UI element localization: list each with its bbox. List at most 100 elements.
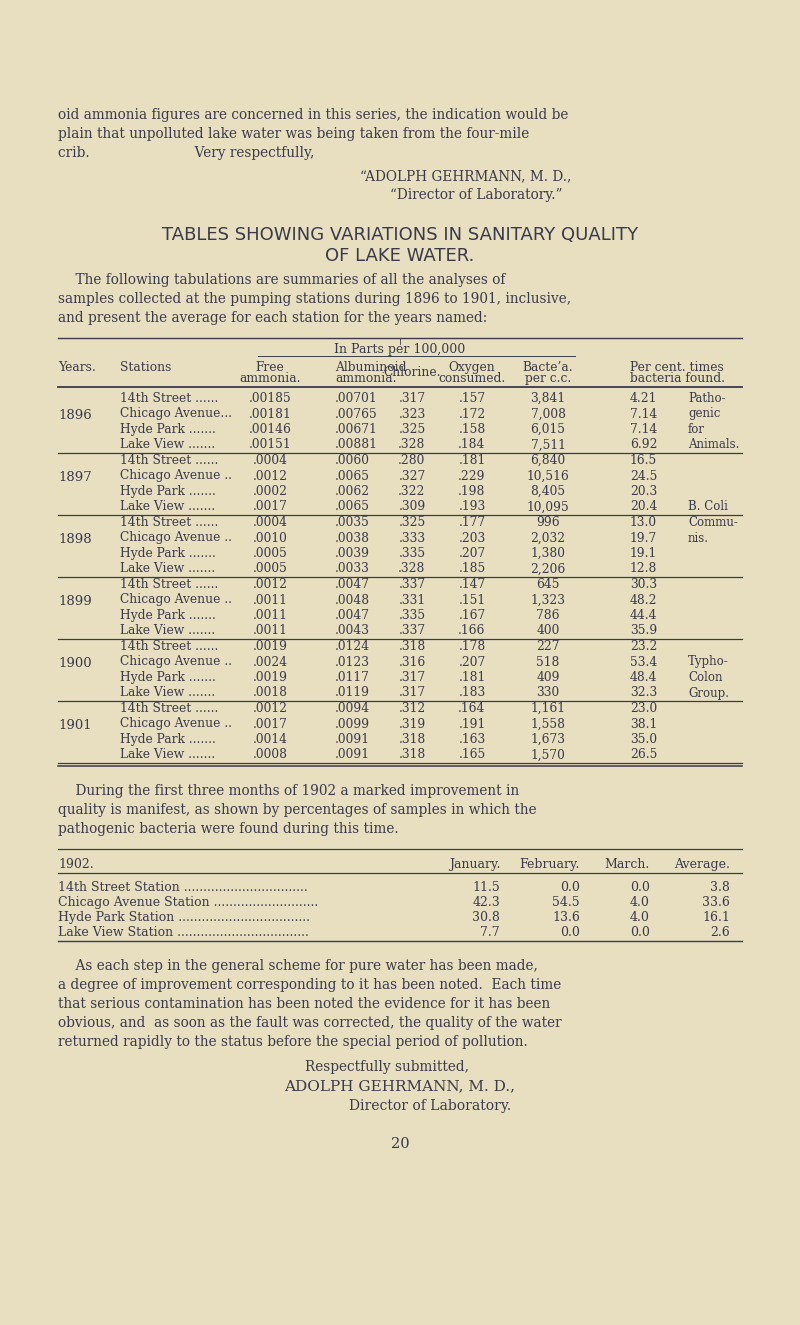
Text: 1,323: 1,323 bbox=[530, 594, 566, 607]
Text: 7,511: 7,511 bbox=[530, 439, 566, 452]
Text: .0008: .0008 bbox=[253, 749, 287, 762]
Text: 20.3: 20.3 bbox=[630, 485, 658, 498]
Text: .317: .317 bbox=[398, 392, 426, 405]
Text: 10,095: 10,095 bbox=[526, 501, 570, 514]
Text: .0002: .0002 bbox=[253, 485, 287, 498]
Text: .318: .318 bbox=[398, 733, 426, 746]
Text: 996: 996 bbox=[536, 515, 560, 529]
Text: Chicago Avenue ..: Chicago Avenue .. bbox=[120, 531, 232, 545]
Text: 6,840: 6,840 bbox=[530, 454, 566, 466]
Text: that serious contamination has been noted the evidence for it has been: that serious contamination has been note… bbox=[58, 996, 550, 1011]
Text: .328: .328 bbox=[398, 439, 426, 452]
Text: 14th Street ......: 14th Street ...... bbox=[120, 640, 218, 653]
Text: Albuminoid: Albuminoid bbox=[335, 360, 406, 374]
Text: .0011: .0011 bbox=[253, 624, 287, 637]
Text: .0035: .0035 bbox=[335, 515, 370, 529]
Text: Hyde Park .......: Hyde Park ....... bbox=[120, 485, 216, 498]
Text: 1,673: 1,673 bbox=[530, 733, 566, 746]
Text: Typho-: Typho- bbox=[688, 656, 729, 669]
Text: .0043: .0043 bbox=[335, 624, 370, 637]
Text: Colon: Colon bbox=[688, 670, 722, 684]
Text: .178: .178 bbox=[458, 640, 486, 653]
Text: 6,015: 6,015 bbox=[530, 423, 566, 436]
Text: OF LAKE WATER.: OF LAKE WATER. bbox=[326, 246, 474, 265]
Text: 330: 330 bbox=[536, 686, 560, 700]
Text: and present the average for each station for the years named:: and present the average for each station… bbox=[58, 311, 487, 325]
Text: .0048: .0048 bbox=[335, 594, 370, 607]
Text: 23.2: 23.2 bbox=[630, 640, 658, 653]
Text: .0047: .0047 bbox=[335, 578, 370, 591]
Text: 12.8: 12.8 bbox=[630, 563, 658, 575]
Text: consumed.: consumed. bbox=[438, 372, 506, 386]
Text: .327: .327 bbox=[398, 469, 426, 482]
Text: 7.14: 7.14 bbox=[630, 423, 658, 436]
Text: .0091: .0091 bbox=[335, 733, 370, 746]
Text: 14th Street ......: 14th Street ...... bbox=[120, 702, 218, 716]
Text: .0024: .0024 bbox=[253, 656, 287, 669]
Text: .0019: .0019 bbox=[253, 640, 287, 653]
Text: Respectfully submitted,: Respectfully submitted, bbox=[305, 1060, 469, 1075]
Text: Hyde Park .......: Hyde Park ....... bbox=[120, 423, 216, 436]
Text: .0014: .0014 bbox=[253, 733, 287, 746]
Text: 14th Street ......: 14th Street ...... bbox=[120, 454, 218, 466]
Text: 1900: 1900 bbox=[58, 657, 92, 669]
Text: 14th Street ......: 14th Street ...... bbox=[120, 578, 218, 591]
Text: “ADOLPH GEHRMANN, M. D.,: “ADOLPH GEHRMANN, M. D., bbox=[360, 170, 571, 183]
Text: 1,380: 1,380 bbox=[530, 547, 566, 560]
Text: .00185: .00185 bbox=[249, 392, 291, 405]
Text: .00151: .00151 bbox=[249, 439, 291, 452]
Text: .0017: .0017 bbox=[253, 718, 287, 730]
Text: .0039: .0039 bbox=[335, 547, 370, 560]
Text: 1902.: 1902. bbox=[58, 859, 94, 871]
Text: .165: .165 bbox=[458, 749, 486, 762]
Text: .166: .166 bbox=[458, 624, 486, 637]
Text: .0012: .0012 bbox=[253, 469, 287, 482]
Text: 8,405: 8,405 bbox=[530, 485, 566, 498]
Text: 1896: 1896 bbox=[58, 408, 92, 421]
Text: TABLES SHOWING VARIATIONS IN SANITARY QUALITY: TABLES SHOWING VARIATIONS IN SANITARY QU… bbox=[162, 227, 638, 244]
Text: 1,161: 1,161 bbox=[530, 702, 566, 716]
Text: 1,558: 1,558 bbox=[530, 718, 566, 730]
Text: 14th Street ......: 14th Street ...... bbox=[120, 392, 218, 405]
Text: 1897: 1897 bbox=[58, 470, 92, 484]
Text: Hyde Park Station ..................................: Hyde Park Station ......................… bbox=[58, 912, 310, 924]
Text: .00701: .00701 bbox=[335, 392, 378, 405]
Text: ADOLPH GEHRMANN, M. D.,: ADOLPH GEHRMANN, M. D., bbox=[285, 1079, 515, 1093]
Text: 38.1: 38.1 bbox=[630, 718, 658, 730]
Text: Chicago Avenue ..: Chicago Avenue .. bbox=[120, 656, 232, 669]
Text: .309: .309 bbox=[398, 501, 426, 514]
Text: 0.0: 0.0 bbox=[630, 926, 650, 939]
Text: .198: .198 bbox=[458, 485, 486, 498]
Text: .0011: .0011 bbox=[253, 594, 287, 607]
Text: .151: .151 bbox=[458, 594, 486, 607]
Text: .0117: .0117 bbox=[335, 670, 370, 684]
Text: .0019: .0019 bbox=[253, 670, 287, 684]
Text: .0094: .0094 bbox=[335, 702, 370, 716]
Text: 44.4: 44.4 bbox=[630, 610, 658, 621]
Text: 1,570: 1,570 bbox=[530, 749, 566, 762]
Text: 4.0: 4.0 bbox=[630, 912, 650, 924]
Text: 7.14: 7.14 bbox=[630, 408, 658, 420]
Text: .318: .318 bbox=[398, 640, 426, 653]
Text: 518: 518 bbox=[536, 656, 560, 669]
Text: samples collected at the pumping stations during 1896 to 1901, inclusive,: samples collected at the pumping station… bbox=[58, 292, 571, 306]
Text: .163: .163 bbox=[458, 733, 486, 746]
Text: Hyde Park .......: Hyde Park ....... bbox=[120, 547, 216, 560]
Text: Average.: Average. bbox=[674, 859, 730, 871]
Text: As each step in the general scheme for pure water has been made,: As each step in the general scheme for p… bbox=[58, 959, 538, 973]
Text: 2,032: 2,032 bbox=[530, 531, 566, 545]
Text: 227: 227 bbox=[536, 640, 560, 653]
Text: 35.0: 35.0 bbox=[630, 733, 657, 746]
Text: Hyde Park .......: Hyde Park ....... bbox=[120, 670, 216, 684]
Text: January.: January. bbox=[449, 859, 500, 871]
Text: 14th Street Station ................................: 14th Street Station ....................… bbox=[58, 881, 308, 894]
Text: Animals.: Animals. bbox=[688, 439, 739, 452]
Text: .317: .317 bbox=[398, 686, 426, 700]
Text: 3.8: 3.8 bbox=[710, 881, 730, 894]
Text: .181: .181 bbox=[458, 454, 486, 466]
Text: .164: .164 bbox=[458, 702, 486, 716]
Text: .157: .157 bbox=[458, 392, 486, 405]
Text: 400: 400 bbox=[536, 624, 560, 637]
Text: 4.21: 4.21 bbox=[630, 392, 658, 405]
Text: “Director of Laboratory.”: “Director of Laboratory.” bbox=[390, 188, 562, 201]
